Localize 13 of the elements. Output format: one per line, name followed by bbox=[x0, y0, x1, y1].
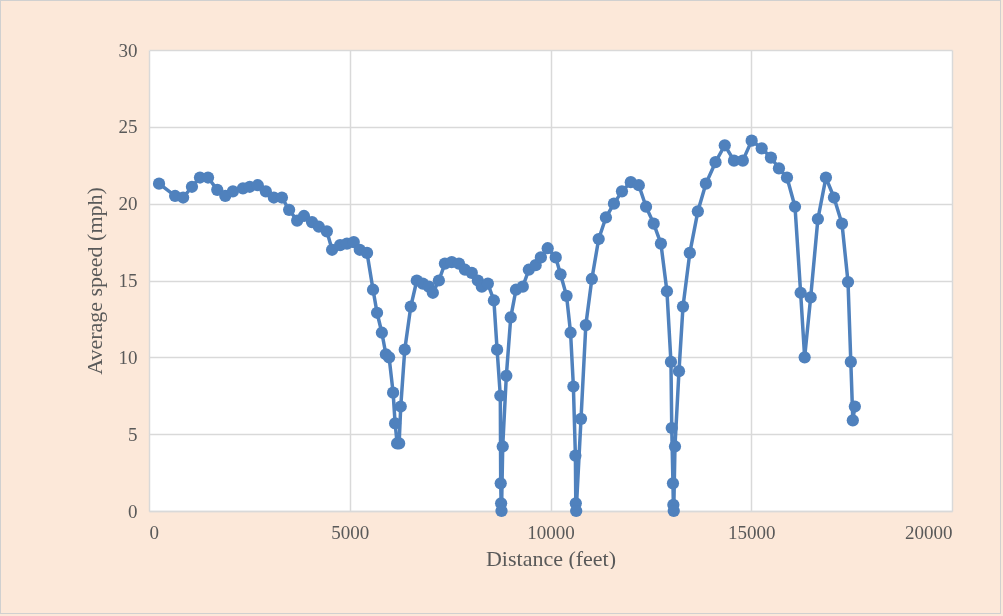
y-tick-label: 15 bbox=[118, 270, 138, 291]
y-tick-label: 10 bbox=[118, 346, 138, 368]
y-tick-label: 20 bbox=[118, 193, 138, 215]
y-tick-label: 5 bbox=[128, 423, 138, 445]
x-tick-label: 20000 bbox=[905, 521, 953, 543]
y-tick-label: 0 bbox=[128, 500, 138, 522]
x-tick-label: 0 bbox=[149, 521, 159, 543]
y-tick-label: 25 bbox=[118, 116, 138, 138]
y-tick-label: 30 bbox=[118, 39, 138, 61]
x-tick-label: 10000 bbox=[527, 521, 575, 543]
y-axis-title: Average speed (mph) bbox=[81, 187, 107, 375]
x-tick-label: 5000 bbox=[331, 521, 370, 543]
x-tick-label: 15000 bbox=[728, 521, 776, 543]
